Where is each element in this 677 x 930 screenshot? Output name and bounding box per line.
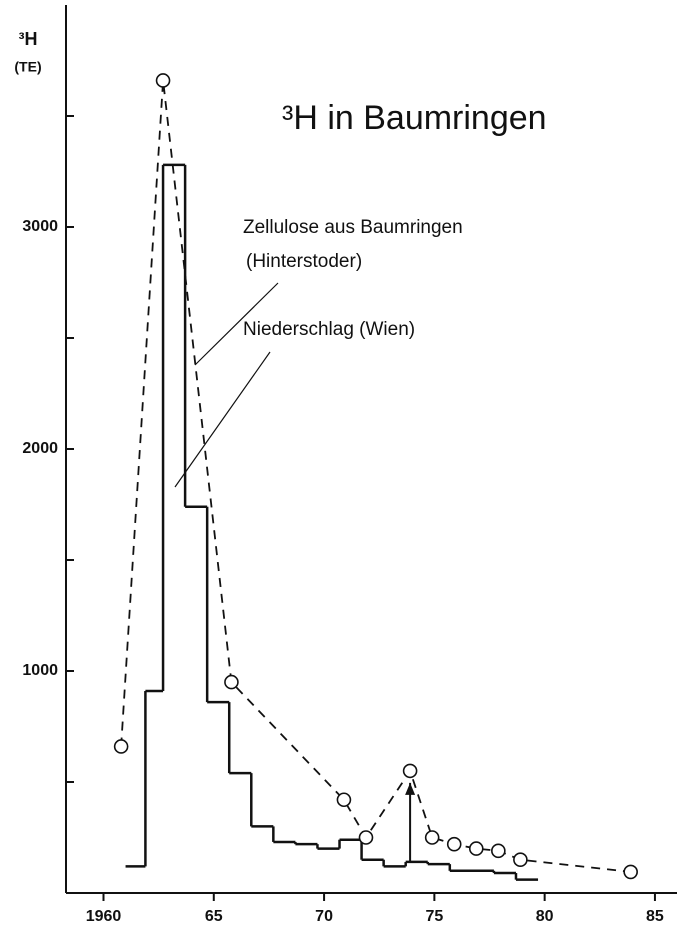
data-point bbox=[491, 843, 506, 859]
x-tick-label: 75 bbox=[425, 908, 443, 925]
data-point bbox=[336, 792, 352, 808]
data-point bbox=[424, 830, 440, 845]
data-point bbox=[224, 674, 239, 690]
y-tick-label: 1000 bbox=[22, 662, 58, 679]
x-tick-label: 70 bbox=[315, 908, 333, 925]
annotation: (Hinterstoder) bbox=[246, 251, 362, 272]
y-tick-label: 3000 bbox=[22, 218, 58, 235]
arrow-head bbox=[405, 782, 416, 795]
data-point bbox=[358, 830, 374, 845]
data-point bbox=[468, 841, 484, 856]
data-point bbox=[113, 739, 129, 754]
chart-title: ³H in Baumringen bbox=[282, 99, 547, 137]
annotation: Zellulose aus Baumringen bbox=[243, 217, 463, 238]
data-point bbox=[513, 852, 528, 868]
x-tick-label: 80 bbox=[536, 908, 554, 925]
x-tick-label: 1960 bbox=[86, 908, 122, 925]
data-point bbox=[446, 836, 462, 852]
x-tick-label: 65 bbox=[205, 908, 223, 925]
y-axis-unit: (TE) bbox=[14, 59, 41, 75]
annotation: Niederschlag (Wien) bbox=[243, 319, 415, 340]
data-point bbox=[155, 73, 171, 88]
data-point bbox=[402, 763, 418, 779]
dashed-line bbox=[120, 80, 631, 873]
y-axis-label: ³H bbox=[19, 29, 38, 49]
y-tick-label: 2000 bbox=[22, 440, 58, 457]
leader-line bbox=[174, 351, 271, 488]
x-tick-label: 85 bbox=[646, 908, 664, 925]
data-point bbox=[623, 864, 638, 880]
leader-line bbox=[194, 282, 279, 366]
